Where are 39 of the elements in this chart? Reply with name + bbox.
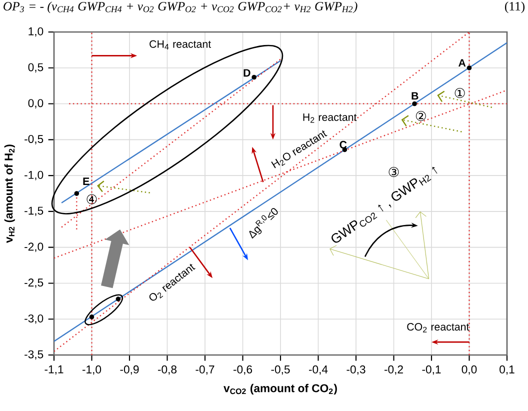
annotation: E: [83, 178, 90, 185]
y-tick-label: 1,0: [28, 27, 44, 37]
y-tick-label: -2,0: [24, 242, 44, 252]
annotation: H$_{2}$ reactant: [303, 114, 357, 123]
x-tick-label: -0,8: [158, 365, 177, 375]
x-tick-label: -1,0: [82, 365, 102, 375]
annotation: ②: [416, 110, 426, 121]
x-tick-label: 0,1: [500, 365, 514, 375]
annotation: ①: [454, 88, 465, 98]
y-tick-label: -1,0: [24, 170, 44, 180]
x-tick-label: -0,5: [271, 365, 290, 375]
x-tick-label: -1,1: [44, 365, 64, 375]
y-tick-label: -2,5: [24, 278, 44, 288]
x-tick-label: -0,6: [233, 365, 252, 375]
text: OP$_{3}$ = - (v$_{CH4}$ GWP$_{CH4}$ + v$_{O2}$ GWP$_{O2}$ + v$_{CO2}$ GWP$_{CO2}$+ v$_{H2}$ GWP$_{H2}$): [4, 2, 358, 14]
annotation: ④: [86, 194, 97, 204]
x-tick-label: -0,1: [422, 365, 441, 375]
text: (11): [505, 2, 525, 14]
annotation: D: [244, 69, 250, 77]
x-tick-label: -0,9: [120, 365, 139, 375]
x-tick-label: -0,3: [346, 365, 366, 375]
annotation: B: [412, 92, 418, 100]
annotation: ③: [388, 166, 399, 177]
annotation: CH$_{4}$ reactant: [150, 40, 212, 50]
x-tick-label: 0,0: [462, 365, 477, 375]
annotation: A: [458, 59, 466, 67]
y-axis-title: v$_{H2}$ (amount of H$_{2}$): [4, 144, 15, 243]
annotation: CO$_{2}$ reactant: [407, 323, 470, 332]
x-tick-label: -0,2: [384, 365, 403, 375]
y-tick-label: -1,5: [24, 206, 44, 216]
y-tick-label: 0,5: [28, 63, 44, 73]
y-tick-label: -3,0: [24, 314, 44, 324]
y-tick-label: 0,0: [28, 99, 44, 108]
y-tick-label: -3,5: [24, 350, 44, 360]
x-tick-label: -0,4: [308, 365, 328, 375]
x-tick-label: -0,7: [196, 365, 214, 375]
annotation: C: [340, 140, 347, 148]
y-tick-label: -0,5: [24, 134, 44, 144]
x-axis-title: v$_{CO2}$ (amount of CO$_{2}$): [224, 384, 337, 394]
